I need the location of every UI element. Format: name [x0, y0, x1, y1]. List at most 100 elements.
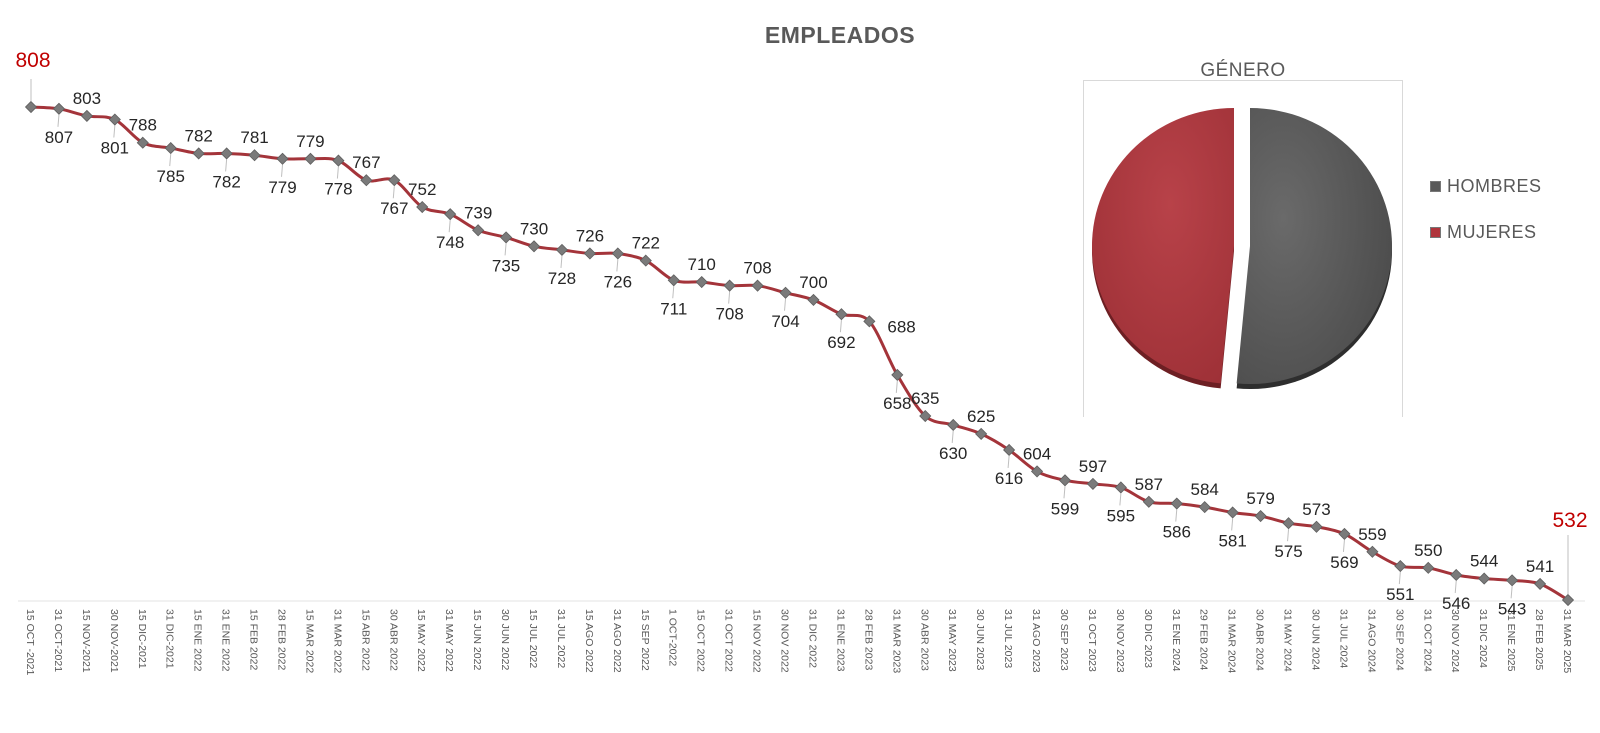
data-label: 779 — [296, 132, 324, 151]
x-tick-label: 30 ABR 2024 — [1254, 609, 1266, 671]
data-label: 779 — [268, 178, 296, 197]
data-point-marker — [1226, 506, 1239, 519]
x-tick-label: 30 JUN 2022 — [499, 609, 511, 670]
x-tick-label: 30 ABR 2022 — [387, 609, 399, 671]
data-label: 635 — [911, 389, 939, 408]
leader-line — [281, 164, 284, 177]
data-point-marker — [1310, 520, 1323, 533]
x-tick-label: 31 DIC 2024 — [1477, 609, 1489, 668]
data-label: 722 — [632, 234, 660, 253]
x-tick-label: 30 JUN 2023 — [974, 609, 986, 670]
x-tick-label: 15 ABR 2022 — [359, 609, 371, 671]
data-point-marker — [1561, 593, 1575, 607]
data-point-marker — [304, 152, 317, 165]
leader-line — [1231, 518, 1234, 531]
data-label: 579 — [1246, 489, 1274, 508]
data-label: 781 — [240, 128, 268, 147]
x-tick-label: 31 ENE 2024 — [1170, 609, 1182, 672]
data-point-marker — [947, 418, 960, 432]
data-label: 573 — [1302, 500, 1330, 519]
data-label: 711 — [660, 299, 687, 318]
data-label: 803 — [73, 89, 101, 108]
leader-line — [839, 320, 842, 333]
pie-chart-frame — [1083, 80, 1403, 417]
data-point-marker — [611, 247, 624, 260]
data-label: 704 — [771, 312, 799, 331]
x-tick-label: 31 AGO 2024 — [1365, 609, 1377, 673]
data-point-marker — [807, 293, 820, 306]
data-point-marker — [723, 279, 736, 292]
x-tick-label: 15 MAR 2022 — [303, 609, 315, 673]
x-tick-label: 31 JUL 2024 — [1337, 609, 1349, 668]
x-tick-label: 29 FEB 2024 — [1198, 609, 1210, 670]
data-point-marker — [1366, 545, 1379, 558]
x-tick-label: 31 MAY 2024 — [1282, 609, 1294, 672]
data-point-marker — [276, 152, 289, 165]
data-label: 801 — [101, 139, 129, 158]
x-tick-label: 15 MAY 2022 — [415, 609, 427, 672]
x-tick-label: 31 DIC-2021 — [164, 609, 176, 669]
data-label: 658 — [883, 394, 911, 413]
data-label: 752 — [408, 180, 436, 199]
x-tick-label: 15 OCT -2021 — [24, 609, 36, 676]
x-tick-label: 31 OCT 2023 — [1086, 609, 1098, 672]
data-point-marker — [136, 136, 149, 149]
data-label: 767 — [380, 199, 408, 218]
leader-line — [448, 220, 451, 233]
leader-line — [225, 159, 228, 172]
data-point-marker — [835, 308, 848, 321]
data-point-marker — [1142, 495, 1155, 508]
leader-line — [1119, 493, 1122, 506]
data-point-marker — [751, 279, 764, 292]
data-point-marker — [52, 102, 66, 115]
x-tick-label: 15 JUL 2022 — [527, 609, 539, 668]
leader-line — [57, 114, 60, 127]
data-point-marker — [863, 315, 876, 328]
data-label: 575 — [1274, 542, 1302, 561]
x-tick-label: 31 ENE 2025 — [1505, 609, 1517, 672]
data-point-marker — [24, 100, 38, 114]
leader-line — [1454, 580, 1457, 594]
x-tick-label: 31 OCT-2021 — [52, 609, 64, 672]
x-tick-label: 31 ENE 2022 — [220, 609, 232, 672]
pie-slice-mujeres — [1091, 108, 1234, 384]
x-tick-label: 15 ENE 2022 — [192, 609, 204, 672]
data-label: 778 — [324, 180, 352, 199]
data-point-marker — [108, 113, 121, 126]
data-label: 785 — [157, 167, 185, 186]
data-point-marker — [332, 154, 345, 167]
leader-line — [392, 186, 395, 199]
x-tick-label: 31 JUL 2022 — [555, 609, 567, 668]
x-tick-label: 31 AGO 2022 — [611, 609, 623, 673]
x-tick-label: 30 DIC 2023 — [1142, 609, 1154, 668]
data-point-marker — [1254, 509, 1267, 523]
data-label: 748 — [436, 233, 464, 252]
data-label: 597 — [1079, 457, 1107, 476]
data-point-marker — [164, 142, 177, 155]
x-tick-label: 15 JUN 2022 — [471, 609, 483, 670]
data-label: 739 — [464, 203, 492, 222]
data-point-marker — [1003, 443, 1016, 457]
leader-line — [1398, 572, 1401, 585]
data-point-marker — [1198, 501, 1211, 514]
data-point-marker — [444, 208, 457, 221]
x-tick-label: 28 FEB 2023 — [862, 609, 874, 670]
data-point-marker — [1058, 474, 1072, 487]
data-point-marker — [891, 368, 904, 382]
data-label: 599 — [1051, 499, 1079, 518]
data-point-marker — [639, 254, 652, 267]
data-label: 546 — [1442, 594, 1470, 613]
data-label: 730 — [520, 219, 548, 238]
x-tick-label: 1 OCT-2022 — [667, 609, 679, 666]
x-tick-label: 15 OCT 2022 — [695, 609, 707, 672]
data-label: 551 — [1386, 585, 1414, 604]
data-label: 735 — [492, 256, 520, 275]
leader-line — [1510, 586, 1513, 599]
data-point-marker — [1422, 561, 1435, 574]
x-tick-label: 31 MAR 2025 — [1561, 609, 1573, 673]
data-label: 604 — [1023, 444, 1051, 463]
data-point-marker — [1114, 481, 1127, 494]
data-label: 595 — [1107, 506, 1135, 525]
x-tick-label: 31 MAR 2023 — [890, 609, 902, 673]
